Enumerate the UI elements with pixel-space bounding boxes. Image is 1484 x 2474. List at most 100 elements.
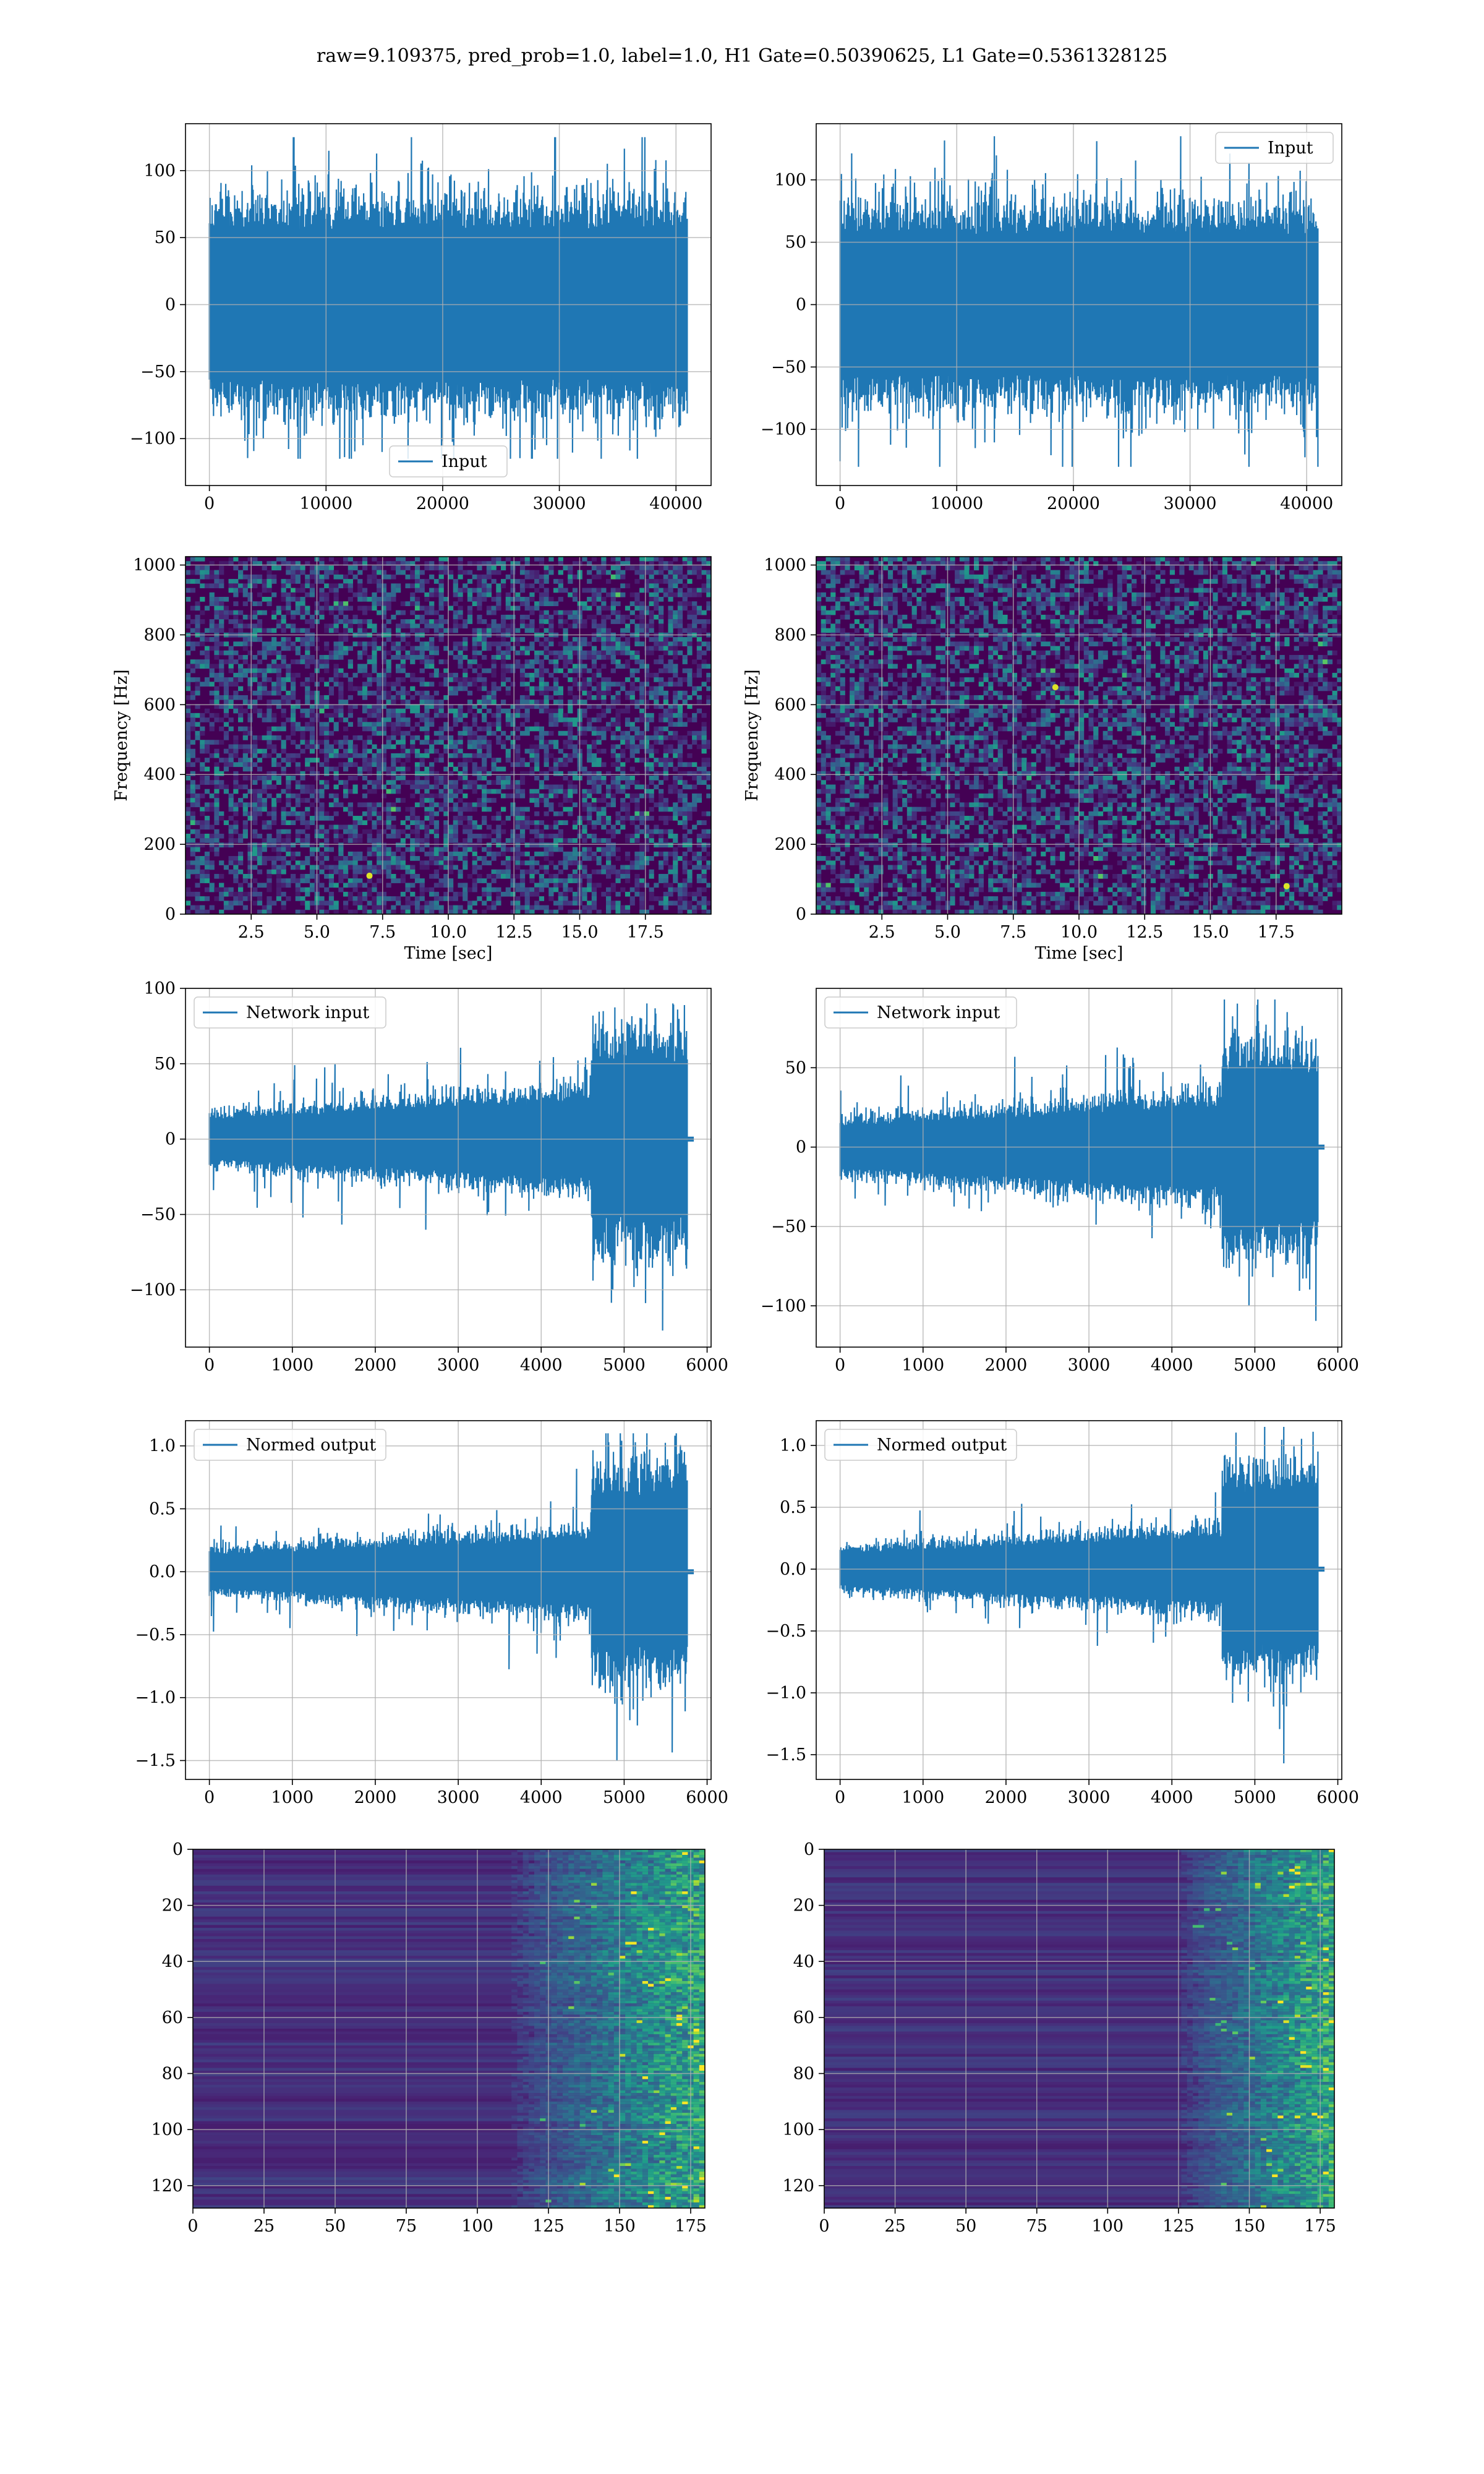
series-line: [839, 136, 1319, 467]
legend-box: [194, 996, 386, 1029]
x-tick-label: 150: [1234, 2217, 1266, 2236]
y-tick-label: −100: [761, 1296, 806, 1316]
x-tick-label: 0: [204, 1356, 215, 1375]
legend-label: Network input: [246, 1003, 369, 1022]
axes-frame: [824, 1849, 1335, 2209]
legend-label: Network input: [877, 1003, 1000, 1022]
x-tick-label: 125: [1162, 2217, 1195, 2236]
y-tick-label: 1.0: [149, 1437, 176, 1456]
y-tick-label: 120: [151, 2177, 183, 2196]
y-tick-label: −0.5: [765, 1622, 806, 1641]
axes-frame: [816, 1420, 1342, 1780]
legend: Network input: [824, 996, 1017, 1029]
grid: [816, 1421, 1342, 1779]
x-tick-label: 10.0: [1060, 923, 1098, 942]
x-tick-label: 5000: [603, 1356, 646, 1375]
y-tick-label: 1.0: [780, 1436, 806, 1455]
x-tick-label: 0: [835, 1788, 845, 1807]
x-tick-label: 12.5: [495, 923, 532, 942]
axes-frame: [185, 988, 712, 1348]
legend-box: [1215, 132, 1334, 164]
x-tick-label: 75: [396, 2217, 417, 2236]
x-tick-label: 30000: [1164, 494, 1217, 513]
y-tick-label: 400: [143, 765, 176, 784]
panel-spectrogram-h1: 2.5 5.0 7.5 10.0 12.5 15.0 17.5 0 200 400 600 800 10…: [112, 556, 712, 963]
y-tick-label: −1.0: [765, 1684, 806, 1703]
y-tick-label: −50: [771, 357, 806, 377]
plot-area: [208, 137, 688, 459]
x-tick-label: 50: [325, 2217, 346, 2236]
series-line: [208, 137, 688, 459]
x-tick-label: 4000: [1151, 1788, 1193, 1807]
y-axis-label: Frequency [Hz]: [743, 669, 762, 801]
x-tick-label: 25: [254, 2217, 275, 2236]
y-tick-label: 0: [796, 905, 806, 924]
x-tick-label: 2.5: [869, 923, 895, 942]
y-axis-label: Frequency [Hz]: [112, 669, 131, 801]
y-tick-label: 20: [793, 1896, 814, 1915]
x-tick-label: 40000: [649, 494, 702, 513]
x-tick-label: 2000: [354, 1788, 397, 1807]
figure-title: raw=9.109375, pred_prob=1.0, label=1.0, …: [317, 45, 1167, 67]
legend-box: [824, 1429, 1017, 1461]
series-line: [839, 999, 1319, 1321]
x-tick-label: 4000: [520, 1788, 563, 1807]
plot-area: [839, 136, 1319, 467]
y-tick-label: 200: [143, 835, 176, 854]
y-tick-label: 20: [162, 1896, 183, 1915]
x-tick-label: 100: [461, 2217, 493, 2236]
plot-area: [839, 1426, 1325, 1764]
y-tick-label: −1.5: [765, 1745, 806, 1765]
y-tick-label: −100: [130, 1280, 176, 1299]
grid: [816, 988, 1342, 1347]
heatmap-image: [816, 557, 1342, 914]
spectrogram-hot-spot: [1283, 883, 1290, 889]
x-tick-label: 17.5: [627, 923, 664, 942]
y-tick-label: 50: [785, 1058, 806, 1077]
heatmap-image: [193, 1849, 705, 2208]
panel-input-h1: 0 10000 20000 30000 40000 −100 −50 0 50 100 Input: [130, 123, 712, 513]
y-tick-label: 120: [782, 2177, 814, 2196]
plot-area: [208, 1433, 694, 1761]
y-tick-label: 800: [774, 625, 806, 644]
legend-label: Normed output: [877, 1436, 1007, 1455]
x-tick-label: 5000: [603, 1788, 646, 1807]
x-tick-label: 20000: [416, 494, 469, 513]
legend-box: [824, 996, 1017, 1029]
x-tick-label: 6000: [686, 1356, 728, 1375]
plot-area: [839, 999, 1325, 1321]
x-tick-label: 15.0: [561, 923, 598, 942]
x-tick-label: 15.0: [1192, 923, 1229, 942]
x-axis-label: Time [sec]: [404, 944, 493, 963]
grid: [186, 124, 711, 486]
y-tick-label: −1.5: [135, 1751, 176, 1770]
y-tick-label: 80: [162, 2065, 183, 2084]
x-tick-label: 30000: [533, 494, 586, 513]
x-tick-label: 6000: [1316, 1356, 1359, 1375]
panel-feature-map-l1: 0 25 50 75 100 125 150 175 0 20 40 60 80 100 120: [782, 1840, 1336, 2236]
x-tick-label: 150: [603, 2217, 636, 2236]
y-tick-label: 1000: [764, 556, 806, 575]
y-tick-label: 200: [774, 835, 806, 854]
y-tick-label: 0.5: [149, 1499, 176, 1518]
x-tick-label: 2000: [354, 1356, 397, 1375]
x-tick-label: 5.0: [304, 923, 330, 942]
plot-area: [208, 1003, 694, 1331]
x-tick-label: 100: [1092, 2217, 1124, 2236]
axes-frame: [185, 1420, 712, 1780]
y-tick-label: 100: [151, 2120, 183, 2139]
x-tick-label: 12.5: [1126, 923, 1163, 942]
y-tick-label: 1000: [133, 556, 176, 575]
x-tick-label: 2.5: [238, 923, 265, 942]
series-line: [208, 1433, 688, 1761]
panel-input-l1: 0 10000 20000 30000 40000 −100 −50 0 50 100 Input: [761, 123, 1342, 513]
x-axis-label: Time [sec]: [1035, 944, 1124, 963]
x-tick-label: 10000: [930, 494, 983, 513]
x-tick-label: 17.5: [1258, 923, 1295, 942]
x-tick-label: 7.5: [369, 923, 396, 942]
x-tick-label: 175: [675, 2217, 707, 2236]
panel-network-input-h1: 0 1000 2000 3000 4000 5000 6000 −100 −50 0 50 100 Ne…: [130, 979, 728, 1375]
y-tick-label: 50: [785, 233, 806, 252]
y-tick-label: 40: [793, 1952, 814, 1971]
